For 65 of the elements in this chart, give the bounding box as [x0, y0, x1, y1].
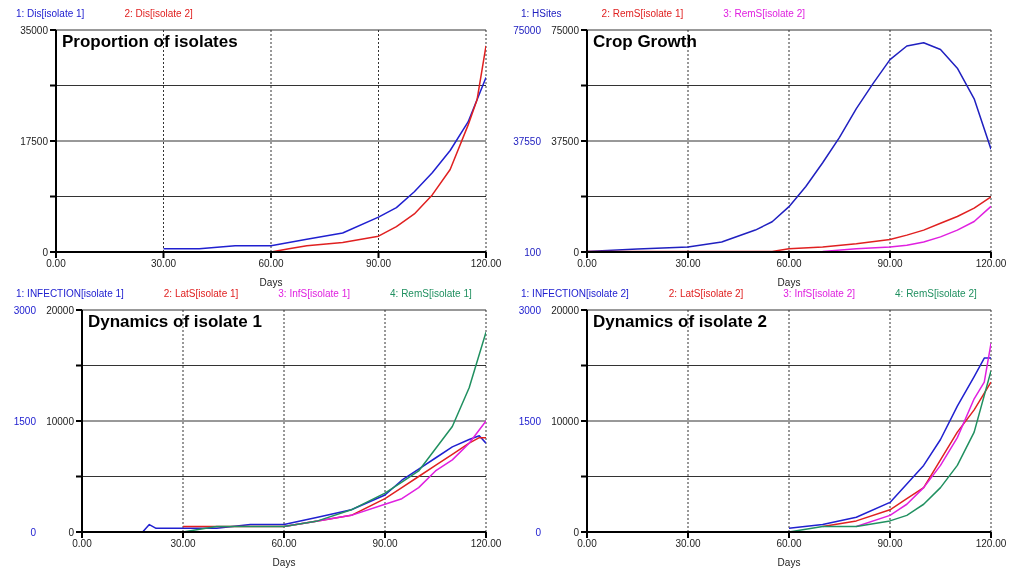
y-tick-label: 0	[68, 526, 75, 538]
y-tick-label: 75000	[551, 24, 580, 36]
y2-tick-label: 3000	[13, 304, 37, 316]
text: 2: LatS[isolate 1]	[163, 288, 239, 301]
text: 1: INFECTION[isolate 2]	[521, 288, 629, 301]
x-tick-label: 30.00	[170, 538, 196, 550]
x-tick-label: 60.00	[776, 538, 802, 550]
line-series	[821, 381, 991, 528]
chart-title: Proportion of isolates	[62, 32, 238, 52]
y-tick-label: 0	[42, 246, 49, 258]
x-tick-label: 120.00	[975, 538, 1007, 550]
x-tick-label: 120.00	[975, 258, 1007, 270]
y2-tick-label: 37550	[513, 135, 542, 147]
x-tick-label: 30.00	[675, 258, 701, 270]
x-tick-label: 90.00	[365, 258, 392, 270]
x-tick-label: 90.00	[877, 538, 903, 550]
x-tick-label: 60.00	[258, 258, 284, 270]
x-tick-label: 30.00	[675, 538, 701, 550]
x-tick-label: 90.00	[372, 538, 398, 550]
x-tick-label: 30.00	[150, 258, 177, 270]
text: 2: RemS[isolate 1]	[601, 8, 684, 21]
line-series	[162, 76, 486, 250]
text: 1: Dis[isolate 1]	[16, 8, 85, 21]
x-tick-label: 120.00	[470, 258, 502, 270]
y-tick-label: 10000	[551, 415, 580, 427]
y2-tick-label: 3000	[518, 304, 542, 316]
text: 2: Dis[isolate 2]	[124, 8, 193, 21]
x-axis-title: Days	[777, 557, 801, 568]
text: 2: LatS[isolate 2]	[668, 288, 744, 301]
x-tick-label: 90.00	[877, 258, 903, 270]
y-tick-label: 17500	[20, 135, 49, 147]
y2-tick-label: 75000	[513, 24, 542, 36]
y-tick-label: 20000	[551, 304, 580, 316]
line-series	[788, 357, 991, 530]
y-tick-label: 0	[573, 526, 580, 538]
y-tick-label: 35000	[20, 24, 49, 36]
y2-tick-label: 1500	[13, 415, 37, 427]
text: 4: RemS[isolate 1]	[390, 288, 472, 301]
y-tick-label: 20000	[46, 304, 75, 316]
x-axis-title: Days	[777, 277, 801, 288]
text: 3: InfS[isolate 1]	[278, 288, 351, 301]
line-series	[141, 435, 486, 532]
y-tick-label: 10000	[46, 415, 75, 427]
x-axis-title: Days	[259, 277, 283, 288]
y2-tick-label: 1500	[518, 415, 542, 427]
text: 3: InfS[isolate 2]	[783, 288, 856, 301]
x-tick-label: 0.00	[46, 258, 67, 270]
text: 1: HSites	[521, 8, 562, 21]
y2-tick-label: 100	[524, 246, 542, 258]
chart-title: Dynamics of isolate 2	[593, 312, 767, 332]
text: 4: RemS[isolate 2]	[895, 288, 977, 301]
chart-title: Crop Growth	[593, 32, 697, 52]
y-tick-label: 0	[573, 246, 580, 258]
y-tick-label: 37500	[551, 135, 580, 147]
x-tick-label: 120.00	[470, 538, 502, 550]
x-axis-title: Days	[272, 557, 296, 568]
x-tick-label: 60.00	[776, 258, 802, 270]
text: 3: RemS[isolate 2]	[723, 8, 806, 21]
x-tick-label: 0.00	[577, 538, 598, 550]
y2-tick-label: 0	[535, 526, 542, 538]
x-tick-label: 0.00	[577, 258, 598, 270]
chart-title: Dynamics of isolate 1	[88, 312, 262, 332]
x-tick-label: 0.00	[72, 538, 93, 550]
x-tick-label: 60.00	[271, 538, 297, 550]
text: 1: INFECTION[isolate 1]	[16, 288, 124, 301]
